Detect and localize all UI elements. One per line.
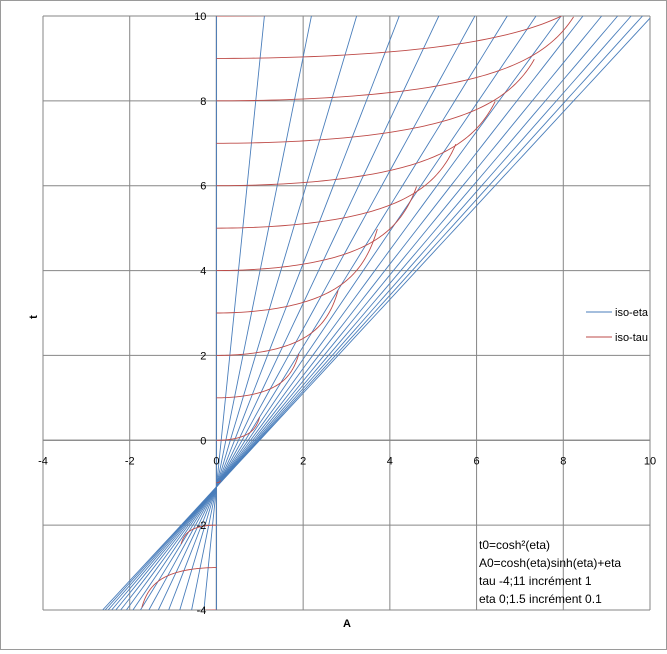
iso-tau-curve	[216, 290, 339, 356]
y-tick-label: -4	[197, 605, 207, 617]
annotation-line-2: A0=cosh(eta)sinh(eta)+eta	[479, 556, 621, 570]
iso-eta-line	[179, 16, 358, 610]
iso-tau-curve	[216, 417, 261, 441]
iso-tau-curve	[216, 101, 496, 187]
y-tick-label: 2	[200, 350, 206, 362]
annotation-line-1: t0=cosh²(eta)	[479, 538, 550, 552]
annotation-box: t0=cosh²(eta) A0=cosh(eta)sinh(eta)+eta …	[479, 538, 621, 606]
iso-eta-line	[125, 16, 562, 610]
x-tick-label: 2	[300, 455, 306, 467]
series-iso-tau	[141, 16, 574, 610]
iso-eta-line	[157, 16, 440, 610]
grid	[42, 15, 651, 611]
iso-eta-line	[102, 17, 650, 610]
iso-tau-curve	[216, 186, 418, 272]
legend-label-iso-eta: iso-eta	[615, 307, 649, 319]
iso-eta-line	[203, 16, 265, 610]
annotation-line-3: tau -4;11 incrément 1	[479, 574, 592, 588]
axes	[43, 16, 650, 610]
iso-tau-curve	[216, 16, 563, 59]
tick-labels: -4 -2 0 2 4 6 8 10 -4 -2 0 2 4 6 8 10	[38, 11, 656, 617]
iso-tau-curve	[216, 480, 221, 484]
x-tick-label: 8	[560, 455, 566, 467]
iso-eta-line	[120, 16, 584, 610]
iso-tau-curve	[216, 353, 300, 399]
x-tick-label: 0	[213, 455, 219, 467]
y-tick-label: 0	[200, 435, 206, 447]
legend-label-iso-tau: iso-tau	[615, 332, 648, 344]
iso-tau-curve	[216, 16, 574, 102]
iso-eta-line	[191, 16, 312, 610]
x-tick-label: -2	[125, 455, 135, 467]
x-tick-label: 6	[474, 455, 480, 467]
y-tick-label: 4	[200, 266, 206, 278]
iso-eta-line	[168, 16, 400, 610]
iso-tau-curve	[216, 59, 535, 144]
y-tick-label: 10	[194, 11, 206, 23]
y-tick-label: 8	[200, 96, 206, 108]
iso-eta-line	[132, 16, 537, 610]
iso-tau-curve	[180, 524, 217, 545]
iso-tau-curve	[216, 228, 378, 314]
series-iso-eta	[102, 16, 650, 610]
iso-tau-curve	[216, 16, 269, 17]
y-tick-label: -2	[197, 520, 207, 532]
y-tick-label: 6	[200, 181, 206, 193]
annotation-line-4: eta 0;1.5 incrément 0.1	[479, 592, 602, 606]
iso-tau-curve	[141, 567, 217, 608]
x-axis-title: A	[343, 618, 351, 630]
iso-eta-line	[148, 16, 476, 610]
x-tick-label: 10	[644, 455, 656, 467]
x-tick-label: 4	[387, 455, 393, 467]
x-tick-label: -4	[38, 455, 48, 467]
legend: iso-eta iso-tau	[586, 307, 649, 344]
y-axis-title: t	[28, 315, 40, 319]
iso-tau-curve	[216, 143, 457, 229]
